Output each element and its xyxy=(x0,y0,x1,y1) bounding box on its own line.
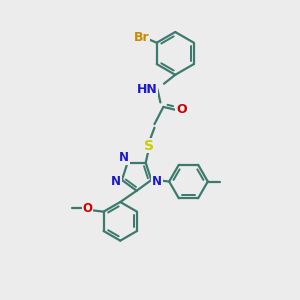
Text: N: N xyxy=(111,176,121,188)
Text: S: S xyxy=(143,139,154,152)
Text: Br: Br xyxy=(134,31,149,44)
Text: O: O xyxy=(176,103,187,116)
Text: N: N xyxy=(119,152,129,164)
Text: HN: HN xyxy=(137,82,158,96)
Text: N: N xyxy=(152,176,162,188)
Text: O: O xyxy=(82,202,92,215)
